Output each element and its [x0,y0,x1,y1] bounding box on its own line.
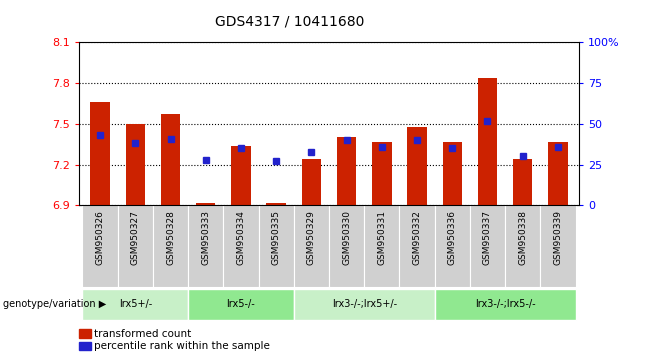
Text: GSM950327: GSM950327 [131,210,139,265]
Bar [548,142,568,205]
Bar [478,78,497,205]
Text: GSM950336: GSM950336 [447,210,457,265]
FancyBboxPatch shape [259,205,293,287]
FancyBboxPatch shape [223,205,259,287]
Text: lrx5-/-: lrx5-/- [226,299,255,309]
Text: transformed count: transformed count [94,329,191,339]
FancyBboxPatch shape [365,205,399,287]
FancyBboxPatch shape [470,205,505,287]
FancyBboxPatch shape [118,205,153,287]
Text: GSM950330: GSM950330 [342,210,351,265]
Bar [196,202,215,205]
FancyBboxPatch shape [540,205,576,287]
FancyBboxPatch shape [505,205,540,287]
Bar [372,142,392,205]
Text: GSM950335: GSM950335 [272,210,281,265]
FancyBboxPatch shape [399,205,435,287]
FancyBboxPatch shape [82,205,118,287]
Bar [337,137,356,205]
FancyBboxPatch shape [82,289,188,320]
Text: GDS4317 / 10411680: GDS4317 / 10411680 [215,14,365,28]
FancyBboxPatch shape [153,205,188,287]
FancyBboxPatch shape [188,205,223,287]
Text: GSM950339: GSM950339 [553,210,563,265]
Text: GSM950334: GSM950334 [236,210,245,265]
Text: GSM950333: GSM950333 [201,210,211,265]
Bar [126,124,145,205]
Text: GSM950326: GSM950326 [95,210,105,265]
Text: GSM950337: GSM950337 [483,210,492,265]
Bar [266,202,286,205]
Bar [231,145,251,205]
FancyBboxPatch shape [329,205,365,287]
Text: percentile rank within the sample: percentile rank within the sample [94,341,270,351]
FancyBboxPatch shape [435,205,470,287]
Bar [407,127,427,205]
Text: GSM950338: GSM950338 [519,210,527,265]
Bar [443,142,462,205]
Text: lrx5+/-: lrx5+/- [118,299,152,309]
Text: GSM950328: GSM950328 [166,210,175,265]
Text: lrx3-/-;lrx5-/-: lrx3-/-;lrx5-/- [475,299,536,309]
FancyBboxPatch shape [293,289,435,320]
Text: lrx3-/-;lrx5+/-: lrx3-/-;lrx5+/- [332,299,397,309]
Bar [513,159,532,205]
FancyBboxPatch shape [435,289,576,320]
FancyBboxPatch shape [293,205,329,287]
Text: GSM950329: GSM950329 [307,210,316,265]
Bar [161,114,180,205]
Bar [90,102,110,205]
Bar [302,159,321,205]
Text: GSM950332: GSM950332 [413,210,422,265]
FancyBboxPatch shape [188,289,293,320]
Text: GSM950331: GSM950331 [377,210,386,265]
Text: genotype/variation ▶: genotype/variation ▶ [3,299,107,309]
